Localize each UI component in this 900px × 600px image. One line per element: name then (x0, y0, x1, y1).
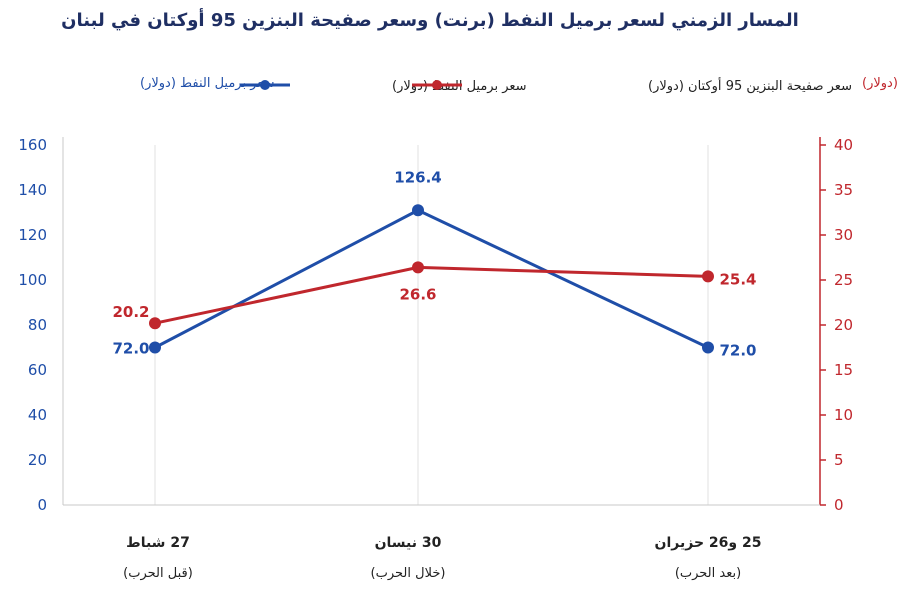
category-label: 30 نيسان (375, 535, 442, 551)
data-labels: 72.0 126.4 72.0 20.2 26.6 25.4 (112, 168, 756, 359)
legend: سعر برميل النفط (دولار) سعر صفيحة البنزي… (240, 77, 852, 94)
series-lines (154, 208, 709, 349)
legend-label-gasoline: سعر صفيحة البنزين 95 أوكتان (دولار) (648, 77, 852, 94)
data-label-oil: 126.4 (394, 168, 441, 186)
right-tick-label: 25 (834, 271, 853, 289)
data-label-gasoline: 26.6 (399, 285, 436, 303)
right-tick-label: 30 (834, 226, 853, 244)
data-point-gasoline (702, 270, 714, 283)
grid (154, 145, 709, 505)
data-point-gasoline (412, 261, 424, 274)
data-label-oil: 72.0 (719, 342, 756, 360)
right-tick-label: 15 (834, 361, 853, 379)
data-point-oil (149, 341, 161, 354)
legend-item-oil: سعر برميل النفط (دولار) (240, 79, 527, 94)
legend-item-gasoline: سعر صفيحة البنزين 95 أوكتان (دولار) (412, 77, 852, 94)
series-points (149, 204, 714, 354)
left-tick-label: 60 (28, 361, 47, 379)
axes (62, 137, 821, 506)
data-point-oil (412, 204, 424, 217)
left-tick-label: 120 (18, 226, 47, 244)
category-sublabel: (بعد الحرب) (675, 566, 741, 581)
left-tick-label: 40 (28, 406, 47, 424)
left-tick-label: 100 (18, 271, 47, 289)
right-tick-label: 5 (834, 451, 844, 469)
series-line-oil (154, 208, 709, 349)
legend-marker-gasoline (432, 80, 442, 90)
category-label: 27 شباط (126, 535, 190, 551)
data-label-oil: 72.0 (112, 340, 149, 358)
left-tick-label: 160 (18, 136, 47, 154)
data-label-gasoline: 25.4 (719, 270, 756, 288)
right-axis-ticks: 0 5 10 15 20 25 30 35 40 (820, 136, 853, 514)
category-label: 25 و26 حزيران (655, 535, 762, 551)
category-sublabel: (قبل الحرب) (123, 566, 193, 581)
left-tick-label: 140 (18, 181, 47, 199)
right-axis-title: سعر صفيحة البنزين (دولار) (862, 76, 900, 91)
left-axis-ticks: 0 20 40 60 80 100 120 140 160 (18, 136, 47, 514)
right-tick-label: 0 (834, 496, 844, 514)
data-label-gasoline: 20.2 (112, 303, 149, 321)
left-tick-label: 80 (28, 316, 47, 334)
right-tick-label: 40 (834, 136, 853, 154)
chart-title: المسار الزمني لسعر برميل النفط (برنت) وس… (61, 8, 799, 31)
left-tick-label: 0 (37, 496, 47, 514)
data-point-gasoline (149, 317, 161, 330)
right-tick-label: 20 (834, 316, 853, 334)
left-tick-label: 20 (28, 451, 47, 469)
right-tick-label: 35 (834, 181, 853, 199)
category-sublabel: (خلال الحرب) (371, 566, 446, 581)
legend-marker-oil (260, 80, 270, 90)
category-labels: 27 شباط (قبل الحرب) 30 نيسان (خلال الحرب) 25… (123, 535, 761, 581)
left-axis-title: سعر برميل النفط (دولار) (140, 76, 275, 91)
data-point-oil (702, 341, 714, 354)
right-tick-label: 10 (834, 406, 853, 424)
